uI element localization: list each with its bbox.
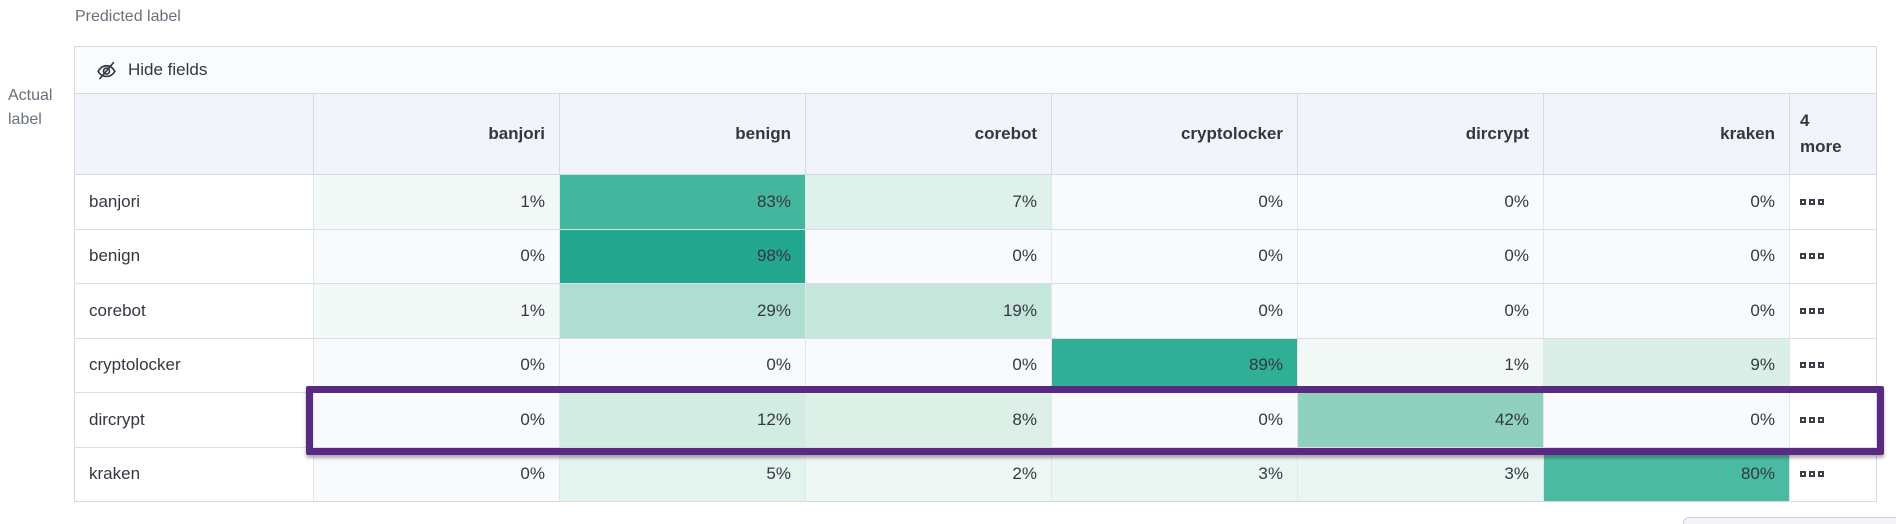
cell-cryptolocker-cryptolocker: 89% [1052,338,1298,392]
table-row-dircrypt: dircrypt 0% 12% 8% 0% 42% 0% [75,393,1876,448]
cell-cryptolocker-benign: 0% [560,338,806,392]
row-actions-dircrypt [1790,393,1876,447]
row-actions-corebot [1790,284,1876,338]
cell-cryptolocker-banjori: 0% [314,338,560,392]
cell-cryptolocker-kraken: 9% [1544,338,1790,392]
boxes-horizontal-icon[interactable] [1800,362,1824,369]
row-label-kraken: kraken [75,447,314,501]
actual-axis-label-line1: Actual [8,87,53,104]
table-row-cryptolocker: cryptolocker 0% 0% 0% 89% 1% 9% [75,338,1876,393]
cell-benign-cryptolocker: 0% [1052,229,1298,283]
cell-kraken-banjori: 0% [314,447,560,501]
cell-dircrypt-dircrypt: 42% [1298,393,1544,447]
cell-banjori-kraken: 0% [1544,175,1790,229]
actual-axis-label-line2: label [8,111,42,128]
actual-axis-label: Actual label [8,84,52,132]
cell-dircrypt-cryptolocker: 0% [1052,393,1298,447]
cell-corebot-cryptolocker: 0% [1052,284,1298,338]
table-row-kraken: kraken 0% 5% 2% 3% 3% 80% [75,447,1876,501]
eye-closed-icon [95,59,118,82]
boxes-horizontal-icon[interactable] [1800,307,1824,314]
cell-banjori-benign: 83% [560,175,806,229]
grid-header-row: banjori benign corebot cryptolocker dircrypt… [75,94,1876,175]
header-corner-cell [75,94,314,174]
boxes-horizontal-icon[interactable] [1800,253,1824,260]
horizontal-scrollbar[interactable] [1683,517,1896,524]
cell-corebot-corebot: 19% [806,284,1052,338]
grid-toolbar: Hide fields [75,47,1876,94]
confusion-matrix-grid: Hide fields banjori benign corebot cryptolo… [74,46,1877,502]
row-label-dircrypt: dircrypt [75,393,314,447]
cell-corebot-banjori: 1% [314,284,560,338]
cell-kraken-corebot: 2% [806,447,1052,501]
cell-banjori-dircrypt: 0% [1298,175,1544,229]
boxes-horizontal-icon[interactable] [1800,416,1824,423]
row-actions-benign [1790,229,1876,283]
row-actions-banjori [1790,175,1876,229]
predicted-axis-label: Predicted label [75,8,181,25]
cell-cryptolocker-corebot: 0% [806,338,1052,392]
hide-fields-label: Hide fields [128,60,208,79]
cell-banjori-corebot: 7% [806,175,1052,229]
row-label-corebot: corebot [75,284,314,338]
column-header-benign[interactable]: benign [560,94,806,174]
row-actions-kraken [1790,447,1876,501]
cell-dircrypt-banjori: 0% [314,393,560,447]
cell-dircrypt-benign: 12% [560,393,806,447]
table-row-banjori: banjori 1% 83% 7% 0% 0% 0% [75,175,1876,230]
hide-fields-button[interactable]: Hide fields [75,59,207,82]
cell-kraken-kraken: 80% [1544,447,1790,501]
cell-kraken-benign: 5% [560,447,806,501]
cell-dircrypt-corebot: 8% [806,393,1052,447]
column-header-corebot[interactable]: corebot [806,94,1052,174]
column-header-kraken[interactable]: kraken [1544,94,1790,174]
cell-benign-benign: 98% [560,229,806,283]
cell-cryptolocker-dircrypt: 1% [1298,338,1544,392]
row-label-cryptolocker: cryptolocker [75,338,314,392]
cell-benign-banjori: 0% [314,229,560,283]
column-header-cryptolocker[interactable]: cryptolocker [1052,94,1298,174]
boxes-horizontal-icon[interactable] [1800,198,1824,205]
column-header-dircrypt[interactable]: dircrypt [1298,94,1544,174]
table-row-corebot: corebot 1% 29% 19% 0% 0% 0% [75,284,1876,339]
cell-banjori-banjori: 1% [314,175,560,229]
column-header-banjori[interactable]: banjori [314,94,560,174]
cell-benign-corebot: 0% [806,229,1052,283]
cell-corebot-dircrypt: 0% [1298,284,1544,338]
boxes-horizontal-icon[interactable] [1800,471,1824,478]
row-label-banjori: banjori [75,175,314,229]
cell-corebot-kraken: 0% [1544,284,1790,338]
cell-dircrypt-kraken: 0% [1544,393,1790,447]
table-row-benign: benign 0% 98% 0% 0% 0% 0% [75,229,1876,284]
row-actions-cryptolocker [1790,338,1876,392]
column-header-more[interactable]: 4 more [1800,111,1842,156]
cell-kraken-cryptolocker: 3% [1052,447,1298,501]
row-label-benign: benign [75,229,314,283]
cell-kraken-dircrypt: 3% [1298,447,1544,501]
grid-body: banjori 1% 83% 7% 0% 0% 0% benign 0% 98% 0% 0% 0% 0% c… [75,175,1876,501]
cell-benign-dircrypt: 0% [1298,229,1544,283]
cell-banjori-cryptolocker: 0% [1052,175,1298,229]
cell-corebot-benign: 29% [560,284,806,338]
cell-benign-kraken: 0% [1544,229,1790,283]
